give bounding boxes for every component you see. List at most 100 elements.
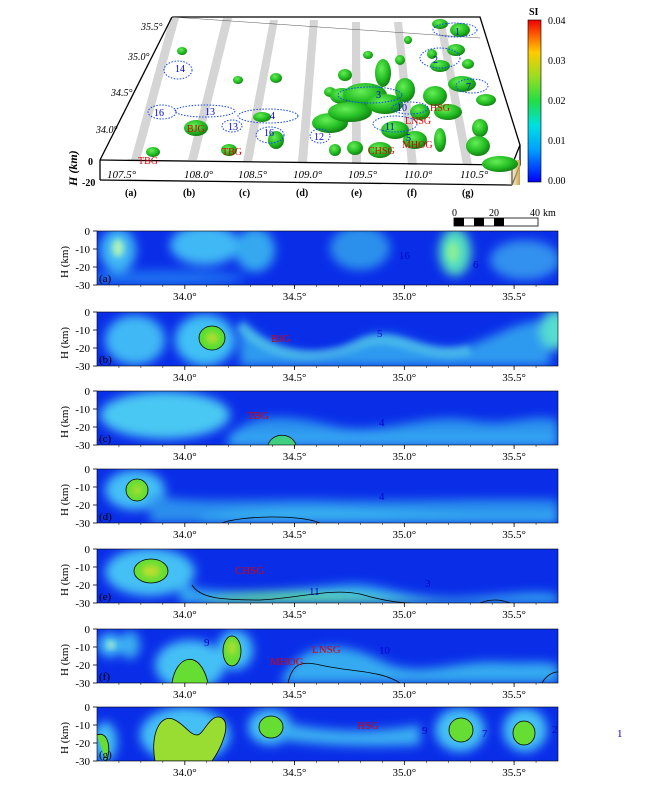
section-d-ytick-2: -20 — [75, 500, 90, 512]
section-e-label-1: 11 — [309, 586, 320, 598]
section-g-xtick-1: 34.5° — [283, 767, 307, 779]
colorbar: SI 0.04 0.03 0.02 0.01 0.00 — [527, 7, 566, 187]
block-depth-tick-0: 0 — [88, 157, 93, 168]
section-a-label-1: 6 — [473, 259, 479, 271]
section-a-xtick-2: 35.0° — [393, 291, 417, 303]
section-a-ytick-1: -10 — [75, 244, 90, 256]
section-panel-b — [96, 311, 559, 367]
section-c-ytick-1: -10 — [75, 404, 90, 416]
zone-14: 16 — [264, 128, 274, 139]
section-c-label-1: 4 — [379, 417, 385, 429]
section-b-xtick-3: 35.5° — [502, 372, 526, 384]
section-e-panel-letter: (e) — [99, 591, 112, 603]
scale-tick-40: 40 — [530, 208, 540, 219]
section-d-xtick-2: 35.0° — [393, 529, 417, 541]
zone-16: 16 — [154, 108, 164, 119]
zone-5: 13 — [205, 107, 215, 118]
section-b-ytick-1: -10 — [75, 325, 90, 337]
section-d-label-0: 4 — [379, 491, 385, 503]
section-b-ytick-3: -30 — [75, 361, 90, 373]
section-g-label-1: 9 — [422, 725, 428, 737]
section-panel-f — [96, 628, 559, 684]
section-c-xtick-1: 34.5° — [283, 451, 307, 463]
section-b-ytick-0: 0 — [85, 307, 91, 319]
section-b-xtick-1: 34.5° — [283, 372, 307, 384]
label-tbg-2: TBG — [138, 156, 158, 167]
section-a-label-0: 16 — [399, 250, 411, 262]
section-d-ytick-0: 0 — [85, 464, 91, 476]
section-c-label-0: TBG — [247, 410, 269, 422]
section-axes: H (km) 0 -10 -20 -30 34.0° 34.5° 35.0° 35.5° (a) H… — [59, 226, 537, 779]
section-g-xtick-0: 34.0° — [173, 767, 197, 779]
section-f-ylabel: H (km) — [59, 644, 71, 676]
section-d-ylabel: H (km) — [59, 484, 71, 516]
section-f-label-3: 9 — [204, 637, 210, 649]
zone-7: 5 — [406, 133, 411, 144]
slice-letter-a: (a) — [125, 188, 137, 199]
lon-tick-109-0: 109.0° — [293, 169, 323, 181]
lon-tick-108-5: 108.5° — [238, 169, 268, 181]
zone-outlines — [147, 22, 489, 144]
colorbar-tick-0-03: 0.03 — [548, 56, 566, 67]
section-g-ylabel: H (km) — [59, 722, 71, 754]
scale-bar: 0 20 40 km — [452, 208, 556, 227]
section-b-ytick-2: -20 — [75, 343, 90, 355]
section-e-xtick-2: 35.0° — [393, 609, 417, 621]
section-e-ytick-2: -20 — [75, 580, 90, 592]
section-d-xtick-3: 35.5° — [502, 529, 526, 541]
section-g-xtick-3: 35.5° — [502, 767, 526, 779]
section-g-ytick-3: -30 — [75, 756, 90, 768]
lon-ticks: 107.5° 108.0° 108.5° 109.0° 109.5° 110.0… — [107, 169, 489, 181]
section-c-xtick-0: 34.0° — [173, 451, 197, 463]
section-c-xtick-2: 35.0° — [393, 451, 417, 463]
section-f-ytick-2: -20 — [75, 660, 90, 672]
section-d-ytick-1: -10 — [75, 482, 90, 494]
section-e-label-0: CHSG — [235, 565, 264, 577]
colorbar-title: SI — [529, 7, 539, 18]
slice-letter-b: (b) — [183, 188, 195, 199]
section-a-xtick-0: 34.0° — [173, 291, 197, 303]
lon-tick-110-0: 110.0° — [404, 169, 433, 181]
section-panel-c — [96, 390, 559, 446]
zone-11: 11 — [385, 122, 395, 133]
section-g-label-0: HSG — [357, 720, 379, 732]
colorbar-tick-0-04: 0.04 — [548, 16, 566, 27]
section-d-panel-letter: (d) — [99, 511, 112, 523]
lon-tick-109-5: 109.5° — [348, 169, 378, 181]
zone-1: 1 — [455, 27, 460, 38]
slice-letter-g: (g) — [462, 188, 474, 199]
section-c-ylabel: H (km) — [59, 406, 71, 438]
zone-4: 4 — [270, 111, 275, 122]
section-b-label-1: 5 — [377, 328, 383, 340]
label-lnsg: LNSG — [405, 116, 431, 127]
zone-13: 13 — [228, 122, 238, 133]
section-e-xtick-1: 34.5° — [283, 609, 307, 621]
section-e-ytick-0: 0 — [85, 544, 91, 556]
label-mhog: MHOG — [402, 140, 433, 151]
lon-tick-110-5: 110.5° — [460, 169, 489, 181]
3d-block-figure: 14 13 16 4 16 3 10 11 12 2 7 1 13 5 HSG … — [66, 7, 566, 199]
lat-ticks: 35.5° 35.0° 34.5° 34.0° — [95, 22, 163, 136]
geologic-labels: HSG LNSG BJG TBG CHSG MHOG TBG — [138, 103, 450, 167]
section-panel-d — [96, 468, 559, 524]
colorbar-tick-0-00: 0.00 — [548, 176, 566, 187]
anomaly-blobs — [146, 19, 518, 172]
section-f-panel-letter: (f) — [99, 671, 110, 683]
slice-letter-c: (c) — [239, 188, 250, 199]
slice-letter-f: (f) — [407, 188, 417, 199]
section-b-label-0: BJG — [271, 333, 291, 345]
section-e-xtick-0: 34.0° — [173, 609, 197, 621]
section-c-xtick-3: 35.5° — [502, 451, 526, 463]
label-tbg: TBG — [222, 147, 242, 158]
section-a-xtick-3: 35.5° — [502, 291, 526, 303]
section-a-ytick-2: -20 — [75, 262, 90, 274]
section-e-ytick-3: -30 — [75, 598, 90, 610]
section-e-label-2: 3 — [425, 578, 431, 590]
slice-letter-e: (e) — [351, 188, 362, 199]
section-g-ytick-0: 0 — [85, 702, 91, 714]
section-b-xtick-2: 35.0° — [393, 372, 417, 384]
section-c-ytick-0: 0 — [85, 386, 91, 398]
zone-2: 2 — [433, 55, 438, 66]
lon-tick-107-5: 107.5° — [107, 169, 137, 181]
